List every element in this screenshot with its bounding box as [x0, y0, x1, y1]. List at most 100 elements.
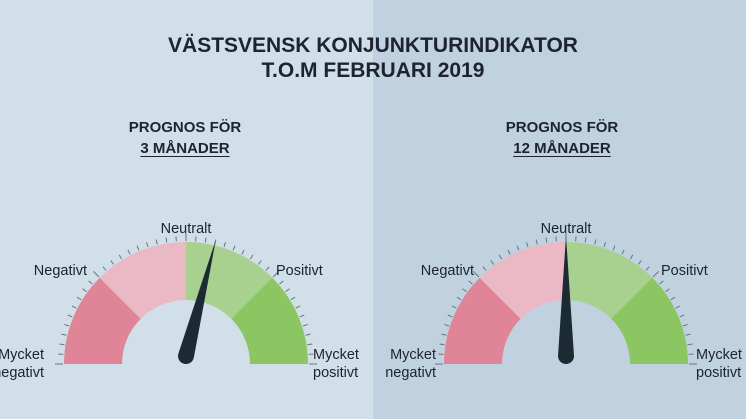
title-line-1: VÄSTSVENSK KONJUNKTURINDIKATOR	[168, 34, 578, 57]
label-very-positive-line-1: Mycket	[696, 347, 742, 363]
gauge-tick	[102, 266, 107, 271]
gauge-tick	[145, 242, 149, 248]
gauge-tick	[67, 314, 73, 318]
segment-very-negative	[64, 277, 141, 364]
gauge-tick	[232, 245, 236, 251]
gauge-tick	[456, 296, 462, 301]
label-very-positive-line-2: positivt	[696, 365, 741, 381]
gauge-heading-12-months: PROGNOS FÖR 12 MÅNADER	[442, 117, 682, 159]
gauge-tick	[441, 333, 447, 336]
gauge-tick	[223, 242, 227, 248]
gauge-tick	[498, 254, 503, 260]
gauge-tick	[136, 245, 140, 251]
gauge-tick	[257, 260, 262, 265]
gauge-tick	[687, 343, 693, 346]
gauge-tick	[473, 271, 480, 278]
label-positive: Positivt	[661, 263, 708, 279]
segment-negative	[479, 242, 566, 319]
gauge-tick	[307, 343, 313, 346]
segment-negative	[99, 242, 186, 319]
gauge-tick	[64, 323, 70, 327]
gauge-tick	[482, 266, 487, 271]
gauge-tick	[93, 271, 100, 278]
gauge-tick	[629, 254, 634, 260]
label-neutral: Neutralt	[541, 221, 592, 237]
gauge-tick	[451, 305, 457, 309]
gauge-tick	[305, 333, 311, 336]
label-very-negative-line-1: Mycket	[0, 347, 44, 363]
gauge-tick	[82, 288, 87, 293]
gauge-tick	[265, 266, 270, 271]
gauge-tick	[594, 239, 597, 245]
gauge-tick	[204, 237, 207, 243]
gauge-tick	[302, 323, 308, 327]
gauge-tick	[621, 249, 625, 255]
gauge-heading-line-1: PROGNOS FÖR	[505, 119, 619, 136]
gauge-tick	[444, 323, 450, 327]
label-very-negative-line-1: Mycket	[390, 347, 436, 363]
gauge-tick	[165, 237, 168, 243]
gauge-tick	[155, 239, 158, 245]
gauge-tick	[272, 271, 279, 278]
gauge-tick	[652, 271, 659, 278]
gauge-heading-line-2: 3 MÅNADER	[140, 140, 230, 157]
gauge-tick	[249, 254, 254, 260]
needle	[558, 236, 574, 364]
segment-positive	[186, 242, 273, 319]
gauge-tick	[637, 260, 642, 265]
gauge-tick	[507, 249, 511, 255]
gauge-tick	[71, 305, 77, 309]
gauge-tick	[490, 260, 495, 265]
gauge-tick	[88, 280, 93, 285]
gauge-tick	[545, 237, 548, 243]
gauge-tick	[670, 296, 676, 301]
needle	[177, 239, 216, 364]
gauge-tick	[584, 237, 587, 243]
gauge-tick	[675, 305, 681, 309]
gauge-tick	[447, 314, 453, 318]
gauge-tick	[603, 242, 607, 248]
gauge-tick	[61, 333, 67, 336]
label-very-positive-line-1: Mycket	[313, 347, 359, 363]
label-very-positive-line-2: positivt	[313, 365, 358, 381]
gauge-tick	[685, 333, 691, 336]
gauge-tick	[295, 305, 301, 309]
segment-very-positive	[611, 277, 688, 364]
segment-positive	[566, 242, 653, 319]
gauge-tick	[110, 260, 115, 265]
segment-very-positive	[231, 277, 308, 364]
gauge-tick	[665, 288, 670, 293]
page-title: VÄSTSVENSK KONJUNKTURINDIKATOR T.O.M FEB…	[0, 33, 746, 83]
gauge-tick	[279, 280, 284, 285]
gauge-tick	[59, 343, 65, 346]
gauge-tick	[682, 323, 688, 327]
label-very-negative-line-2: negativt	[0, 365, 44, 381]
gauge-tick	[127, 249, 131, 255]
gauge-tick	[439, 343, 445, 346]
gauge-tick	[285, 288, 290, 293]
gauge-tick	[525, 242, 529, 248]
gauge-tick	[290, 296, 296, 301]
gauge-tick	[241, 249, 245, 255]
title-line-2: T.O.M FEBRUARI 2019	[261, 59, 485, 82]
label-positive: Positivt	[276, 263, 323, 279]
label-negative: Negativt	[34, 263, 87, 279]
gauge-tick	[535, 239, 538, 245]
gauge-tick	[679, 314, 685, 318]
gauge-tick	[118, 254, 123, 260]
gauge-tick	[468, 280, 473, 285]
gauge-tick	[516, 245, 520, 251]
gauge-heading-line-2: 12 MÅNADER	[513, 140, 611, 157]
gauge-tick	[462, 288, 467, 293]
gauge-heading-line-1: PROGNOS FÖR	[128, 119, 242, 136]
gauge-tick	[299, 314, 305, 318]
gauge-tick	[612, 245, 616, 251]
label-neutral: Neutralt	[161, 221, 212, 237]
segment-very-negative	[444, 277, 521, 364]
gauge-heading-3-months: PROGNOS FÖR 3 MÅNADER	[65, 117, 305, 159]
gauge-tick	[645, 266, 650, 271]
gauge-tick	[659, 280, 664, 285]
label-very-negative-line-2: negativt	[385, 365, 436, 381]
